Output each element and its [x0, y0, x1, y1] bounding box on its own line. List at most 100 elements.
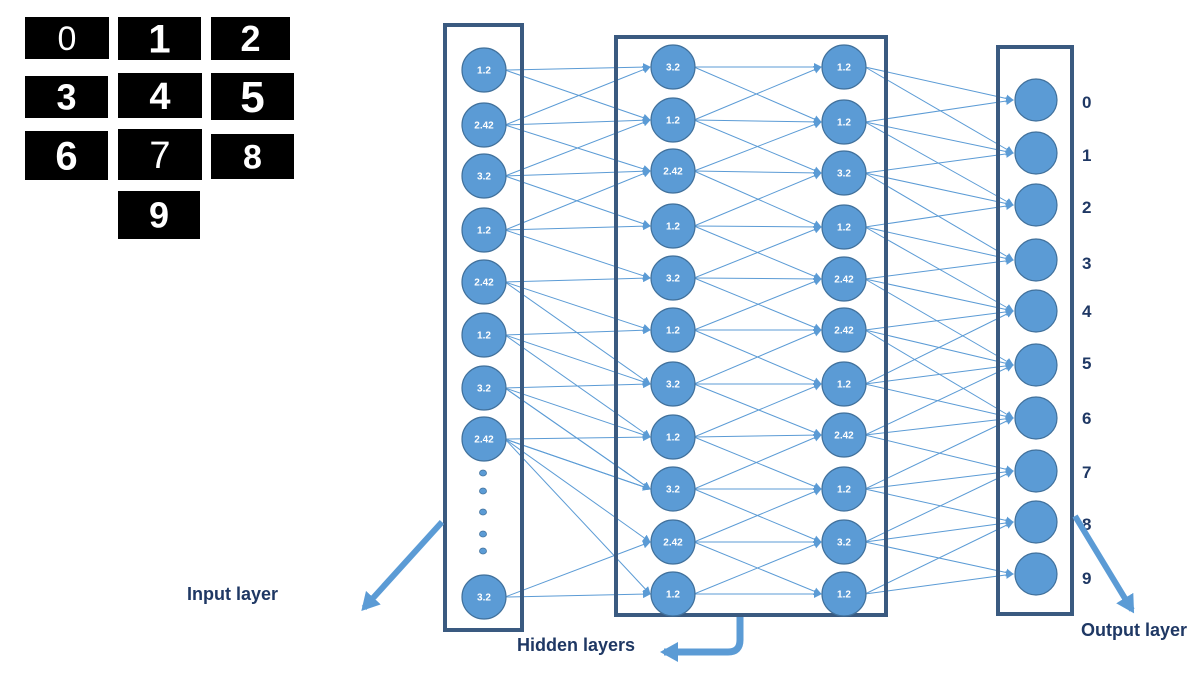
connection-edge	[693, 66, 822, 121]
output-node	[1014, 183, 1058, 227]
digit-tile-bg	[118, 73, 202, 118]
connection-edge	[504, 63, 651, 72]
node-value: 1.2	[666, 433, 680, 444]
connection-edge	[504, 380, 651, 389]
output-class-label: 5	[1082, 354, 1091, 373]
output-class-label: 3	[1082, 254, 1091, 273]
connection-edge	[693, 540, 822, 595]
connection-edge	[864, 226, 1014, 263]
digit-tile-8: 8	[211, 134, 294, 179]
connection-edge	[864, 470, 1014, 543]
hidden1-node: 1.2	[650, 571, 696, 617]
hidden1-node: 2.42	[650, 519, 696, 565]
connection-edge	[864, 467, 1014, 490]
node-circle	[1014, 500, 1058, 544]
connection-edge	[864, 361, 1014, 385]
node-value: 3.2	[837, 538, 851, 549]
output-node	[1014, 500, 1058, 544]
node-circle	[650, 571, 696, 617]
digit-tile-7: 7	[118, 129, 202, 180]
node-value: 3.2	[477, 172, 491, 183]
input-node: 2.42	[461, 416, 507, 462]
node-circle	[821, 361, 867, 407]
connection-edge	[864, 256, 1014, 280]
ellipsis-dot	[479, 508, 487, 516]
input-ellipsis-dots	[479, 469, 487, 555]
hidden2-node: 3.2	[821, 150, 867, 196]
node-value: 3.2	[477, 593, 491, 604]
connection-edge	[504, 69, 651, 122]
node-value: 3.2	[477, 384, 491, 395]
connection-edge	[693, 66, 822, 123]
connection-edge	[504, 222, 651, 231]
node-circle	[1014, 289, 1058, 333]
connection-edge	[864, 278, 1014, 314]
node-value: 1.2	[837, 485, 851, 496]
node-value: 2.42	[663, 538, 683, 549]
connection-edge	[504, 387, 651, 490]
connection-edge	[504, 116, 651, 126]
node-circle	[821, 256, 867, 302]
node-circle	[1014, 183, 1058, 227]
node-circle	[821, 466, 867, 512]
node-circle	[461, 153, 507, 199]
node-circle	[1014, 238, 1058, 282]
hidden1-node: 1.2	[650, 414, 696, 460]
node-circle	[821, 204, 867, 250]
connection-edge	[864, 66, 1014, 103]
output-class-label: 0	[1082, 93, 1091, 112]
node-value: 3.2	[666, 274, 680, 285]
connection-edge	[693, 431, 822, 440]
digit-label: 3	[56, 77, 76, 118]
connection-edge	[693, 274, 822, 283]
hidden1-node: 1.2	[650, 307, 696, 353]
node-value: 1.2	[837, 223, 851, 234]
digit-label: 7	[149, 135, 170, 177]
connection-edge	[693, 383, 822, 438]
node-circle	[1014, 396, 1058, 440]
node-circle	[1014, 131, 1058, 175]
node-circle	[650, 307, 696, 353]
ellipsis-dot	[479, 530, 487, 538]
hidden1-node: 3.2	[650, 255, 696, 301]
nodes: 1.2 2.42 3.2 1.2 2.42 1.2 3.2 2.42 3.2 3.2 1.2 2.42…	[461, 44, 1058, 620]
connection-edge	[693, 488, 822, 543]
node-value: 3.2	[666, 380, 680, 391]
node-circle	[821, 571, 867, 617]
digit-tile-6: 6	[25, 131, 108, 180]
connection-edge	[504, 438, 651, 595]
hidden1-node: 1.2	[650, 97, 696, 143]
connection-edge	[864, 518, 1014, 543]
digit-tile-9: 9	[118, 191, 200, 239]
node-value: 1.2	[666, 222, 680, 233]
node-circle	[821, 412, 867, 458]
digit-tile-bg	[25, 17, 109, 59]
connection-edge	[693, 117, 822, 126]
connection-edge	[504, 118, 651, 177]
node-value: 1.2	[666, 326, 680, 337]
output-layer-box	[996, 45, 1074, 616]
digit-label: 2	[240, 18, 260, 59]
connection-edge	[864, 521, 1014, 595]
node-value: 2.42	[834, 275, 854, 286]
output-node	[1014, 449, 1058, 493]
output-class-label: 7	[1082, 463, 1091, 482]
node-value: 2.42	[663, 167, 683, 178]
output-class-labels: 0 1 2 3 4 5 6 7 8 9	[1082, 93, 1092, 588]
node-value: 3.2	[666, 485, 680, 496]
digit-tile-5: 5	[211, 73, 294, 122]
node-circle	[650, 148, 696, 194]
output-class-label: 9	[1082, 569, 1091, 588]
hidden2-node: 1.2	[821, 204, 867, 250]
node-circle	[461, 365, 507, 411]
node-circle	[461, 416, 507, 462]
connection-edge	[864, 121, 1014, 156]
digit-label: 5	[240, 73, 264, 122]
node-circle	[821, 99, 867, 145]
digit-samples-grid: 0 1 2 3 4 5 6 7 8 9	[25, 17, 294, 239]
connection-edge	[864, 364, 1014, 436]
node-circle	[650, 361, 696, 407]
input-layer-box	[443, 23, 524, 632]
node-value: 1.2	[837, 590, 851, 601]
